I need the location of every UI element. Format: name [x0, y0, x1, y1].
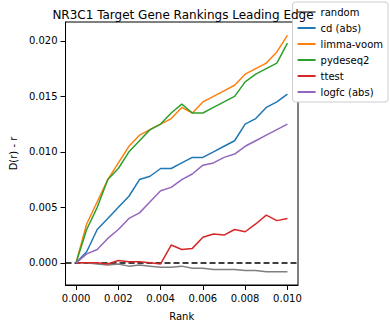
- svg-text:NR3C1 Target Gene Rankings Lea: NR3C1 Target Gene Rankings Leading Edge: [52, 8, 313, 22]
- svg-text:0.008: 0.008: [231, 293, 260, 304]
- svg-text:0.010: 0.010: [29, 146, 58, 157]
- svg-text:0.000: 0.000: [29, 257, 58, 268]
- svg-text:D(r) - r: D(r) - r: [8, 136, 19, 171]
- svg-text:0.002: 0.002: [104, 293, 133, 304]
- svg-text:0.004: 0.004: [146, 293, 175, 304]
- svg-text:0.000: 0.000: [62, 293, 91, 304]
- svg-text:logfc (abs): logfc (abs): [321, 87, 374, 98]
- svg-text:0.020: 0.020: [29, 35, 58, 46]
- svg-text:Rank: Rank: [169, 311, 194, 322]
- svg-text:cd (abs): cd (abs): [321, 23, 362, 34]
- svg-text:limma-voom: limma-voom: [321, 39, 383, 50]
- svg-text:0.005: 0.005: [29, 202, 58, 213]
- svg-text:pydeseq2: pydeseq2: [321, 55, 370, 66]
- svg-text:random: random: [321, 7, 360, 18]
- svg-text:ttest: ttest: [321, 71, 344, 82]
- svg-text:0.010: 0.010: [273, 293, 302, 304]
- svg-text:0.006: 0.006: [189, 293, 218, 304]
- svg-text:0.015: 0.015: [29, 91, 58, 102]
